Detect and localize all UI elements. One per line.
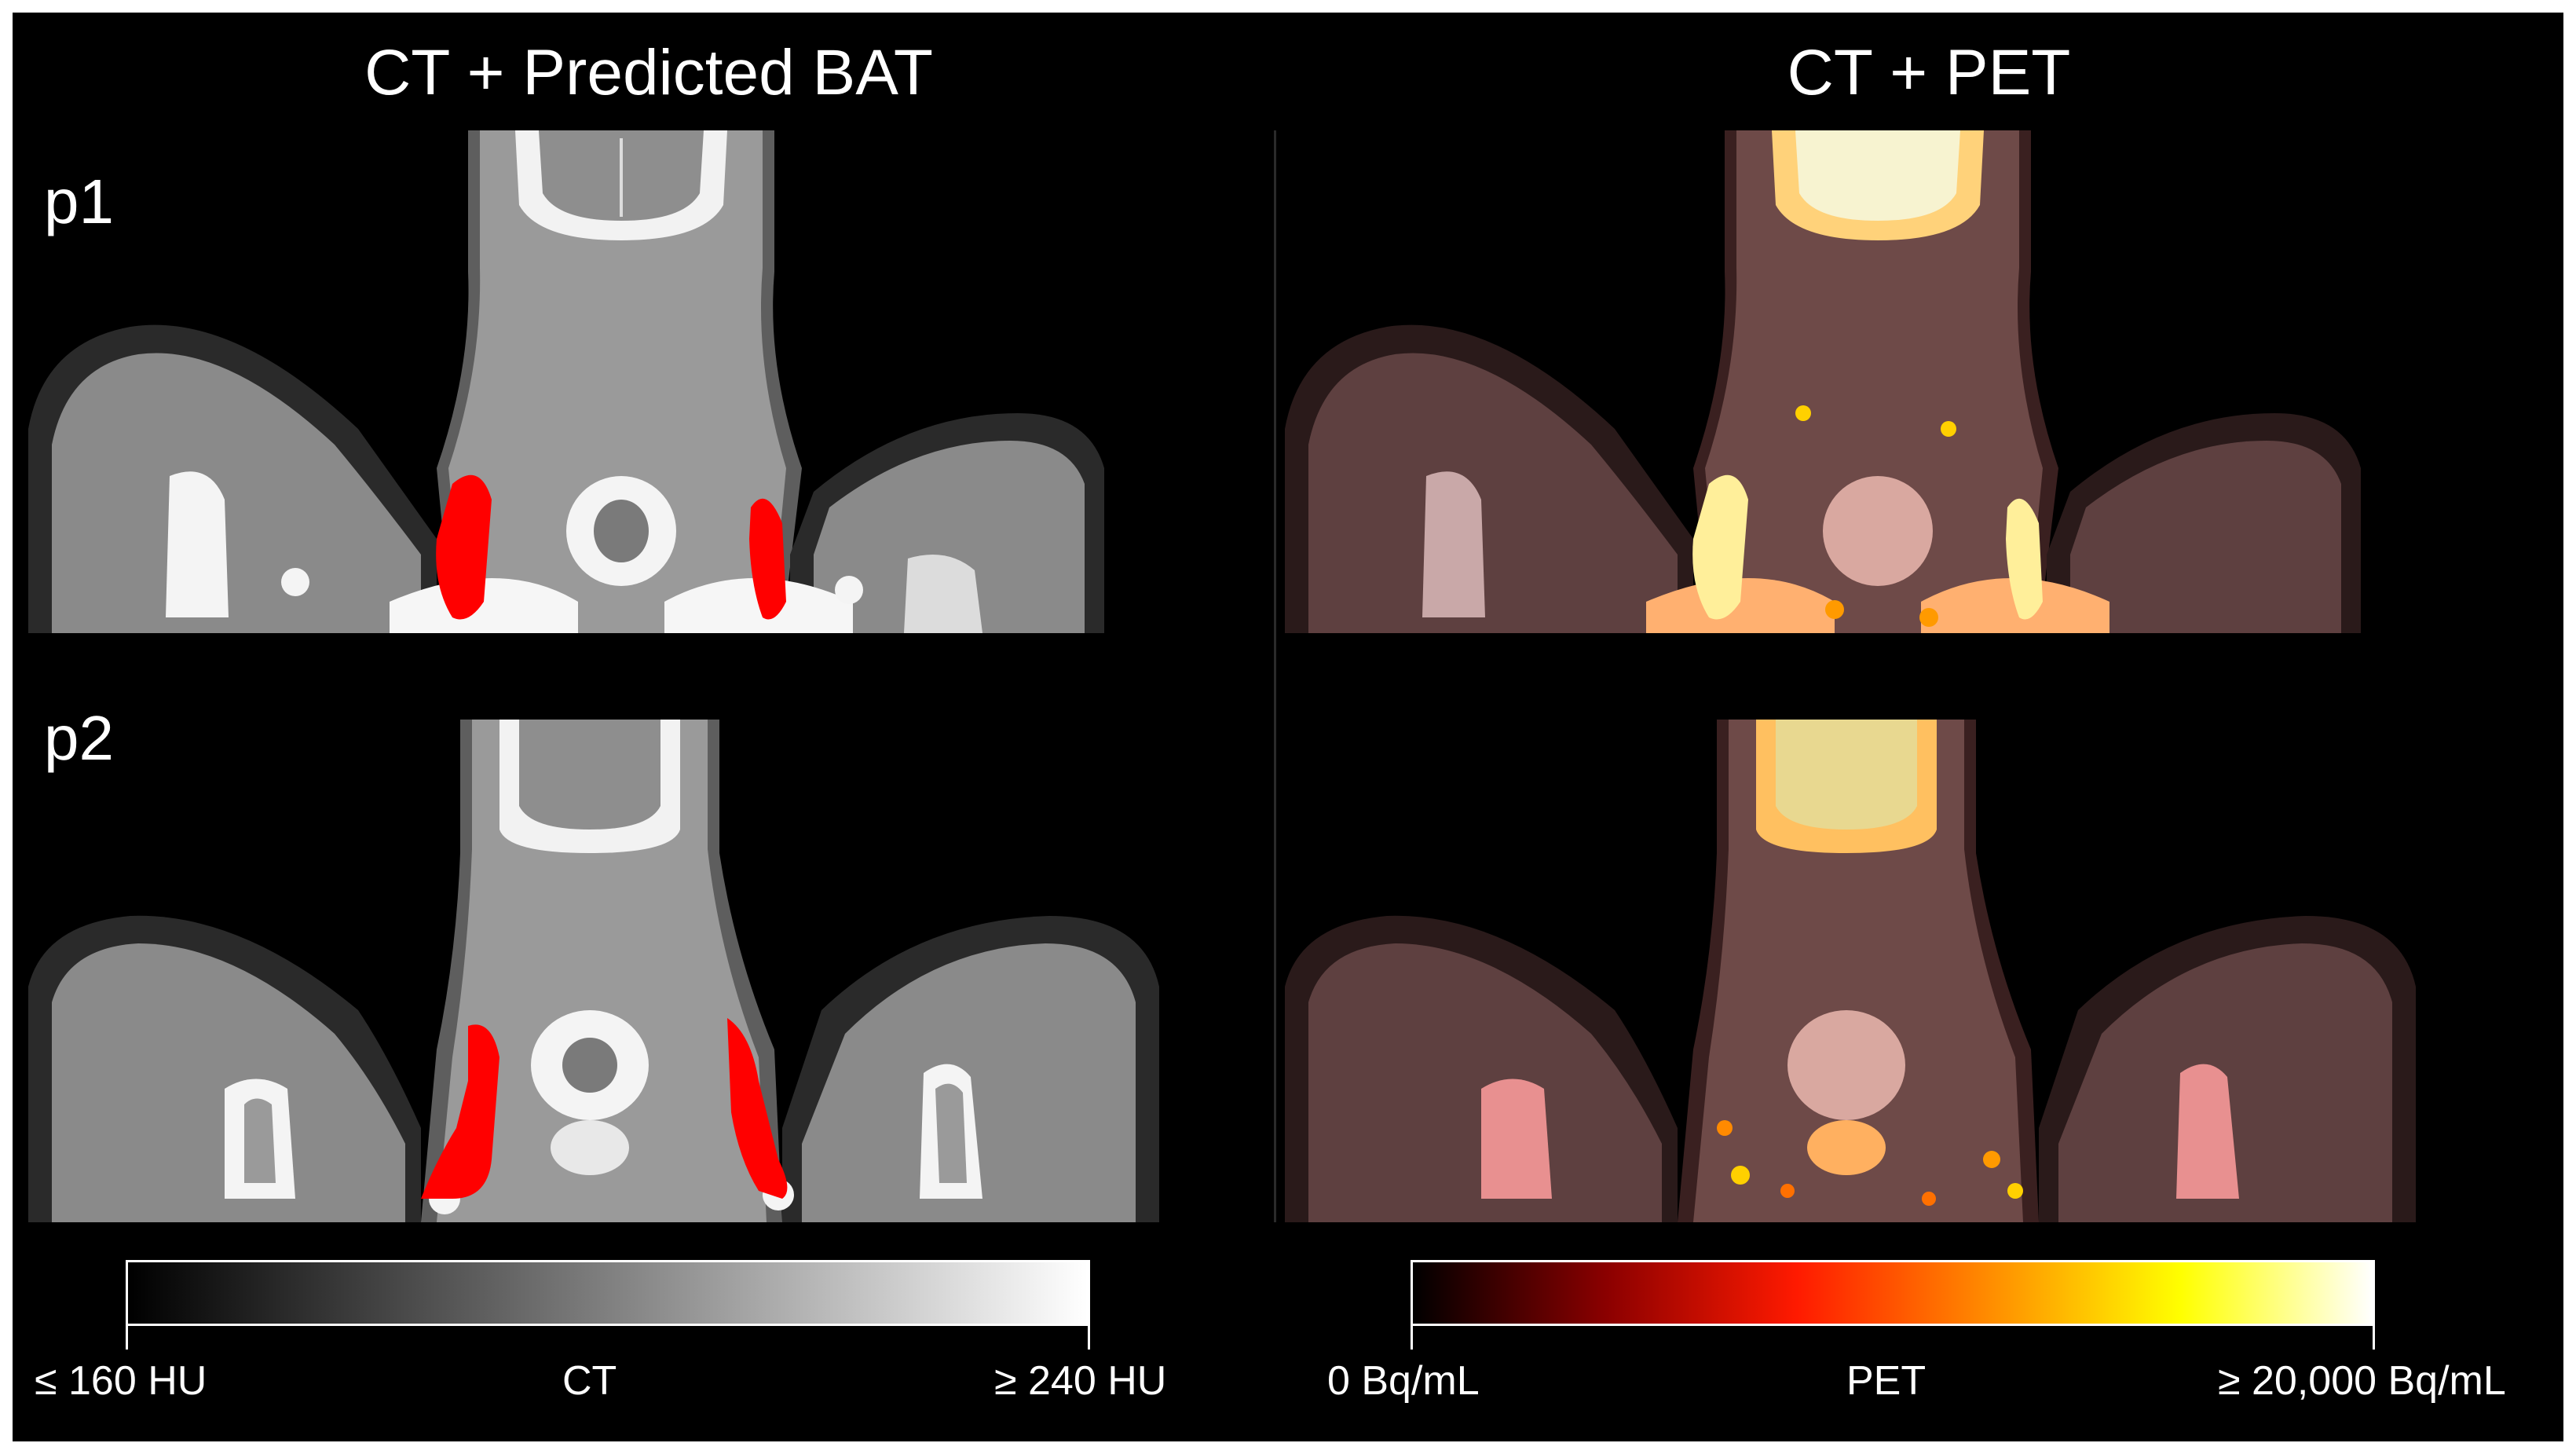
ct-colorbar-name: CT <box>562 1358 617 1404</box>
panel-p1-ct-pet <box>1285 130 2361 633</box>
pet-colorbar <box>1411 1260 2375 1326</box>
panel-p2-ct-pet <box>1285 720 2416 1222</box>
pet-image-p1 <box>1285 130 2361 633</box>
column-title-ct-predicted-bat: CT + Predicted BAT <box>364 37 933 108</box>
pet-colorbar-min-label: 0 Bq/mL <box>1327 1358 1480 1404</box>
ct-colorbar-tick-max <box>1088 1326 1090 1350</box>
pet-image-p2 <box>1285 720 2416 1222</box>
ct-image-p2 <box>28 720 1159 1222</box>
figure-frame: CT + Predicted BAT CT + PET <box>13 13 2563 1441</box>
ct-colorbar-tick-min <box>126 1326 128 1350</box>
ct-colorbar-min-label: ≤ 160 HU <box>35 1358 207 1404</box>
pet-colorbar-name: PET <box>1846 1358 1927 1404</box>
ct-colorbar-max-label: ≥ 240 HU <box>994 1358 1167 1404</box>
panel-p2-ct-bat <box>28 720 1159 1222</box>
pet-colorbar-max-label: ≥ 20,000 Bq/mL <box>2218 1358 2506 1404</box>
column-title-ct-pet: CT + PET <box>1787 37 2071 108</box>
row-label-p2: p2 <box>44 703 114 773</box>
panel-p1-ct-bat <box>28 130 1104 633</box>
ct-colorbar <box>126 1260 1090 1326</box>
pet-colorbar-tick-min <box>1411 1326 1413 1350</box>
column-divider <box>1274 130 1276 1222</box>
pet-colorbar-tick-max <box>2373 1326 2375 1350</box>
ct-image-p1 <box>28 130 1104 633</box>
row-label-p1: p1 <box>44 167 114 236</box>
